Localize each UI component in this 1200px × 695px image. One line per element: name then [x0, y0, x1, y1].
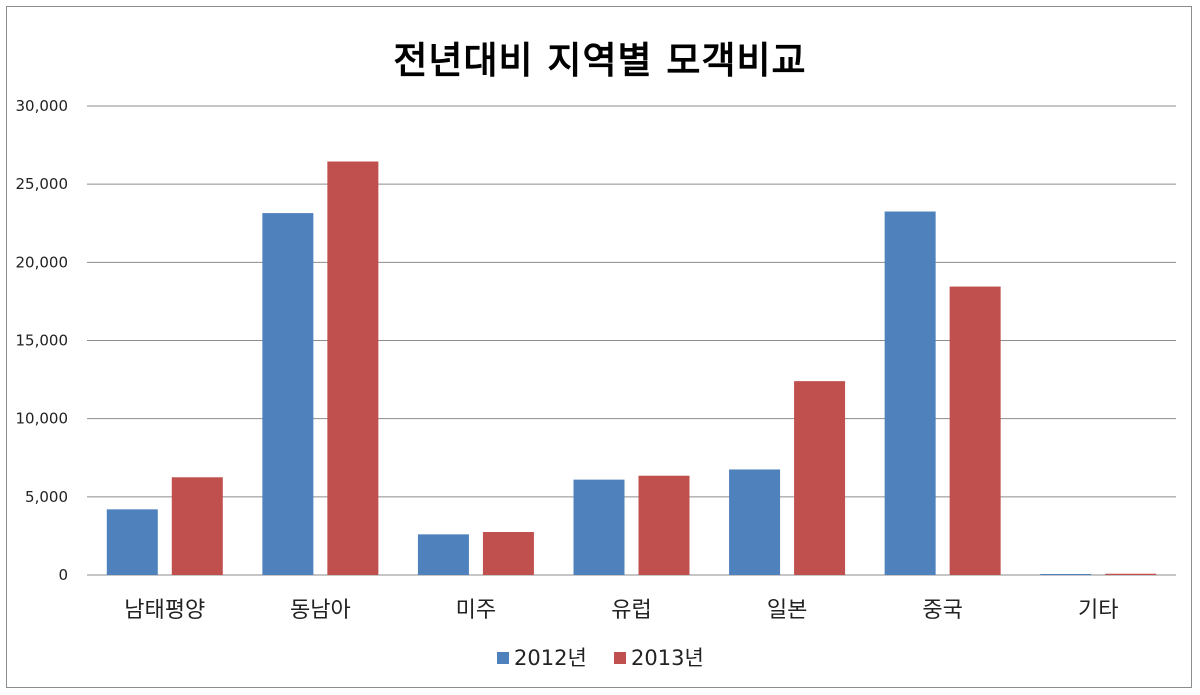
- x-category-label: 중국: [922, 598, 962, 623]
- bar-1-2: [262, 213, 313, 575]
- y-tick-label: 5,000: [25, 488, 68, 506]
- bar-1-7: [1040, 574, 1091, 575]
- bar-2-3: [483, 532, 534, 575]
- bar-2-6: [950, 287, 1001, 575]
- y-tick-label: 0: [58, 566, 68, 584]
- gridlines: [87, 106, 1176, 575]
- x-category-label: 동남아: [290, 598, 351, 623]
- x-category-label: 기타: [1078, 598, 1118, 623]
- y-tick-label: 10,000: [16, 410, 69, 428]
- x-category-label: 유럽: [611, 598, 651, 623]
- bar-2-7: [1105, 574, 1156, 575]
- bar-1-6: [885, 212, 936, 575]
- y-axis-ticks: 0 5,000 10,000 15,000 20,000 25,000 30,000: [16, 97, 69, 584]
- y-tick-label: 20,000: [16, 253, 69, 271]
- bar-1-3: [418, 534, 469, 575]
- bars: [107, 161, 1156, 575]
- legend-swatch: [614, 652, 626, 664]
- y-tick-label: 30,000: [16, 97, 69, 115]
- x-category-label: 남태평양: [124, 598, 205, 623]
- bar-2-1: [172, 477, 223, 575]
- x-axis-categories: 남태평양 동남아 미주 유럽 일본 중국 기타: [124, 598, 1118, 623]
- y-tick-label: 15,000: [16, 332, 69, 350]
- bar-2-2: [327, 161, 378, 575]
- legend-label: 2013년: [631, 646, 704, 670]
- x-category-label: 일본: [767, 598, 807, 623]
- bar-2-4: [639, 476, 690, 575]
- legend: 2012년 2013년: [497, 646, 704, 670]
- bar-2-5: [794, 381, 845, 575]
- y-tick-label: 25,000: [16, 175, 69, 193]
- legend-label: 2012년: [514, 646, 587, 670]
- bar-1-5: [729, 469, 780, 575]
- bar-1-4: [574, 480, 625, 575]
- legend-swatch: [497, 652, 509, 664]
- x-category-label: 미주: [456, 598, 496, 623]
- bar-1-1: [107, 509, 158, 575]
